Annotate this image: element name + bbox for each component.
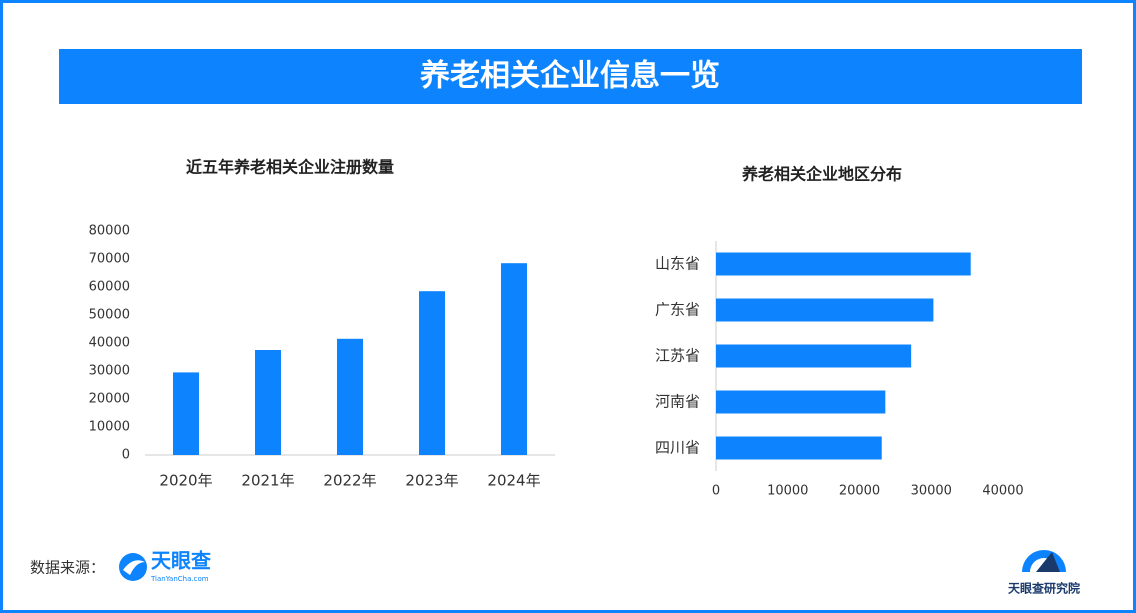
y-tick-label: 0 [122, 448, 130, 463]
logo-sub: TianYanCha.com [150, 575, 209, 583]
y-tick-label: 30000 [89, 364, 130, 379]
logo-icon-mark [123, 560, 145, 575]
brand-logo: 天眼查研究院 [1008, 550, 1080, 596]
y-tick-label: 60000 [89, 280, 130, 295]
brand-text: 天眼查研究院 [1008, 581, 1080, 596]
bar [716, 298, 934, 322]
bar [173, 372, 199, 455]
y-tick-label: 20000 [89, 392, 130, 407]
bar [716, 390, 886, 414]
x-tick-label: 30000 [911, 484, 952, 499]
y-tick-label: 40000 [89, 336, 130, 351]
header-title: 养老相关企业信息一览 [420, 59, 720, 94]
x-tick-label: 40000 [982, 484, 1023, 499]
bar [716, 436, 882, 460]
x-tick-label: 0 [712, 484, 720, 499]
y-tick-label: 广东省 [655, 301, 700, 319]
y-tick-label: 70000 [89, 252, 130, 267]
source-label: 数据来源： [30, 559, 105, 577]
chart-title: 养老相关企业地区分布 [741, 165, 902, 184]
bar [501, 263, 527, 455]
x-tick-label: 10000 [767, 484, 808, 499]
bar [716, 344, 912, 368]
x-tick-label: 2022年 [323, 472, 376, 490]
x-tick-label: 2021年 [241, 472, 294, 490]
brand-icon [1022, 550, 1066, 572]
bar [419, 291, 445, 455]
y-tick-label: 80000 [89, 224, 130, 239]
header-banner [59, 49, 1082, 104]
x-tick-label: 2020年 [159, 472, 212, 490]
source-logo: 天眼查 TianYanCha.com [119, 549, 211, 583]
x-tick-label: 20000 [839, 484, 880, 499]
brand-icon-mark [1036, 552, 1060, 572]
x-tick-label: 2024年 [487, 472, 540, 490]
y-tick-label: 山东省 [655, 255, 700, 273]
bar [255, 350, 281, 455]
logo-text: 天眼查 [151, 549, 211, 573]
bar [337, 338, 363, 455]
y-tick-label: 四川省 [655, 439, 700, 457]
chart-title: 近五年养老相关企业注册数量 [186, 158, 394, 177]
y-tick-label: 江苏省 [655, 347, 700, 365]
y-tick-label: 50000 [89, 308, 130, 323]
y-tick-label: 河南省 [655, 393, 700, 411]
y-tick-label: 10000 [89, 420, 130, 435]
bar [716, 252, 971, 276]
x-tick-label: 2023年 [405, 472, 458, 490]
